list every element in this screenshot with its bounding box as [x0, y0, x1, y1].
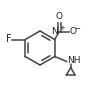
Text: F: F — [6, 35, 11, 45]
Text: +: + — [60, 25, 66, 31]
Text: O: O — [56, 12, 63, 21]
Text: −: − — [74, 26, 80, 32]
Text: NH: NH — [67, 56, 81, 65]
Text: O: O — [70, 27, 77, 36]
Text: N: N — [51, 27, 58, 36]
